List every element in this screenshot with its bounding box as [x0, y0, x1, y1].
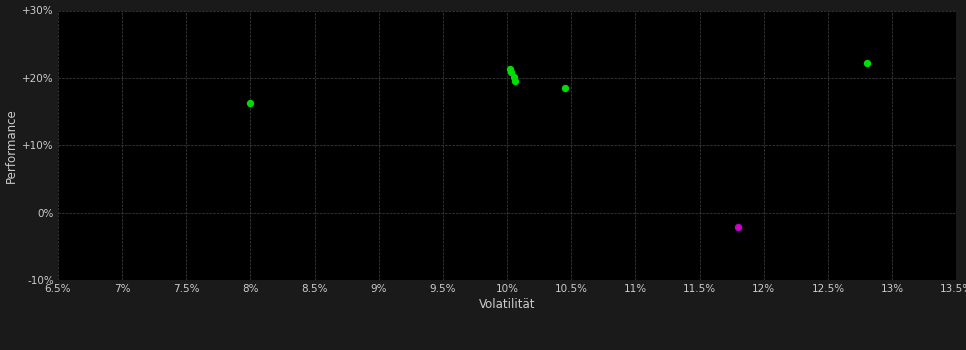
X-axis label: Volatilität: Volatilität: [479, 298, 535, 312]
Y-axis label: Performance: Performance: [5, 108, 18, 183]
Point: [242, 100, 258, 106]
Point: [859, 60, 874, 66]
Point: [506, 75, 522, 80]
Point: [557, 85, 573, 91]
Point: [730, 225, 746, 230]
Point: [503, 70, 519, 75]
Point: [502, 66, 518, 72]
Point: [507, 78, 523, 84]
